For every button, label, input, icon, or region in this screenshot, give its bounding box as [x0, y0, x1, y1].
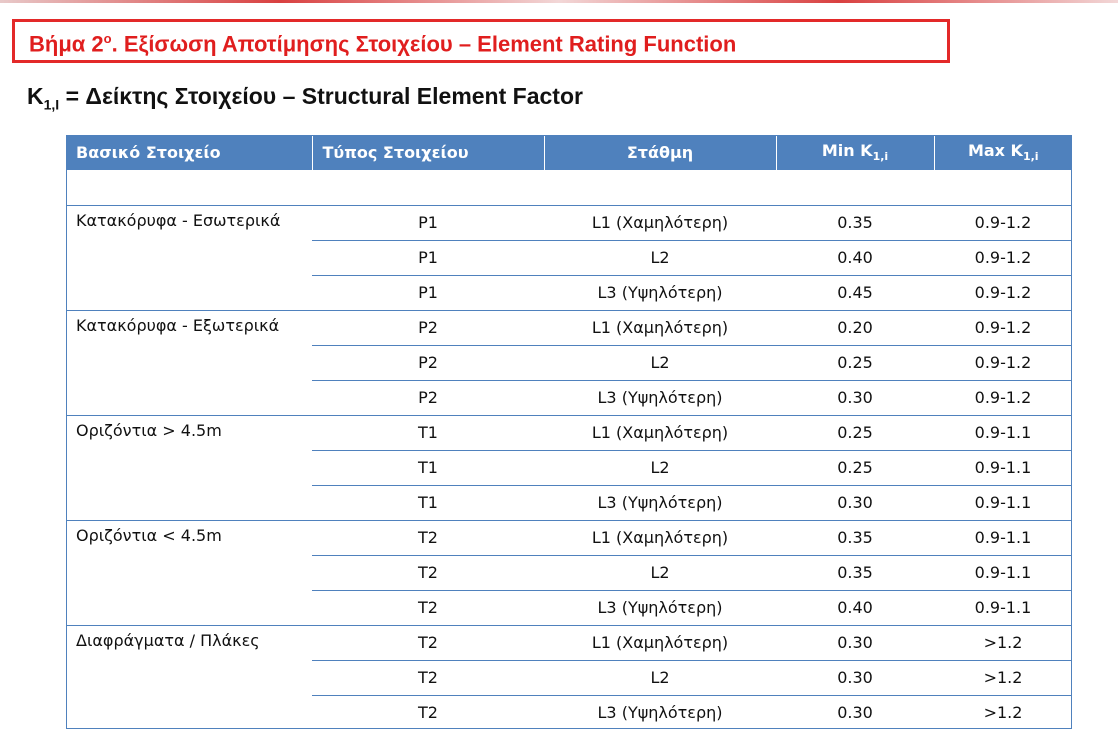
group-label: Οριζόντια > 4.5m — [66, 414, 312, 520]
type-cell: T1 — [312, 449, 544, 485]
level-cell: L2 — [544, 659, 776, 695]
type-cell: P2 — [312, 379, 544, 415]
min-k-cell: 0.25 — [776, 449, 934, 485]
column-header-min: Min K1,i — [776, 135, 935, 170]
group-label: Κατακόρυφα - Εσωτερικά — [66, 204, 312, 310]
level-cell: L2 — [544, 344, 776, 380]
table-row: T1 L3 (Υψηλότερη) 0.30 0.9-1.1 — [66, 484, 1072, 520]
max-k-cell: 0.9-1.2 — [934, 204, 1072, 240]
table-row: Κατακόρυφα - Εξωτερικά P2 L1 (Χαμηλότερη) 0… — [66, 309, 1072, 415]
type-cell: T2 — [312, 624, 544, 660]
max-k-cell: >1.2 — [934, 659, 1072, 695]
type-cell: P1 — [312, 239, 544, 275]
type-cell: T1 — [312, 414, 544, 450]
top-decorative-strip — [0, 0, 1118, 3]
max-k-cell: 0.9-1.2 — [934, 344, 1072, 380]
table-row: P1 L3 (Υψηλότερη) 0.45 0.9-1.2 — [66, 274, 1072, 310]
type-cell: P1 — [312, 204, 544, 240]
min-k-cell: 0.30 — [776, 694, 934, 730]
level-cell: L3 (Υψηλότερη) — [544, 484, 776, 520]
type-cell: P2 — [312, 344, 544, 380]
type-cell: T2 — [312, 694, 544, 730]
column-header-level: Στάθμη — [544, 135, 777, 170]
min-k-cell: 0.20 — [776, 309, 934, 345]
min-k-cell: 0.45 — [776, 274, 934, 310]
table-row: T2 L2 0.35 0.9-1.1 — [66, 554, 1072, 590]
level-cell: L3 (Υψηλότερη) — [544, 694, 776, 730]
max-k-cell: >1.2 — [934, 694, 1072, 730]
column-header-type: Τύπος Στοιχείου — [312, 135, 545, 170]
step-title-box: Βήμα 2ο. Εξίσωση Αποτίμησης Στοιχείου – … — [12, 19, 950, 63]
table-row: Οριζόντια < 4.5m T2 L1 (Χαμηλότερη) 0.35 0.9… — [66, 519, 1072, 625]
table-row: T2 L2 0.30 >1.2 — [66, 659, 1072, 695]
min-k-cell: 0.30 — [776, 659, 934, 695]
group-label: Κατακόρυφα - Εξωτερικά — [66, 309, 312, 415]
min-k-cell: 0.40 — [776, 589, 934, 625]
level-cell: L1 (Χαμηλότερη) — [544, 624, 776, 660]
type-cell: T1 — [312, 484, 544, 520]
max-k-cell: 0.9-1.1 — [934, 589, 1072, 625]
level-cell: L1 (Χαμηλότερη) — [544, 309, 776, 345]
table-row: T2 L3 (Υψηλότερη) 0.40 0.9-1.1 — [66, 589, 1072, 625]
table-header-row: Βασικό Στοιχείο Τύπος Στοιχείου Στάθμη M… — [66, 135, 1072, 170]
type-cell: T2 — [312, 554, 544, 590]
column-header-max: Max K1,i — [934, 135, 1072, 170]
group-label: Διαφράγματα / Πλάκες — [66, 624, 312, 730]
min-k-cell: 0.35 — [776, 204, 934, 240]
type-cell: P1 — [312, 274, 544, 310]
max-k-cell: 0.9-1.1 — [934, 519, 1072, 555]
level-cell: L2 — [544, 554, 776, 590]
table-row: Οριζόντια > 4.5m T1 L1 (Χαμηλότερη) 0.25 0.9… — [66, 414, 1072, 520]
level-cell: L3 (Υψηλότερη) — [544, 379, 776, 415]
min-k-cell: 0.30 — [776, 624, 934, 660]
level-cell: L2 — [544, 449, 776, 485]
element-factor-table: Βασικό Στοιχείο Τύπος Στοιχείου Στάθμη M… — [66, 135, 1072, 730]
empty-spacer-row — [66, 170, 1072, 205]
group-label: Οριζόντια < 4.5m — [66, 519, 312, 625]
min-k-cell: 0.25 — [776, 414, 934, 450]
max-k-cell: 0.9-1.1 — [934, 484, 1072, 520]
type-cell: T2 — [312, 519, 544, 555]
max-k-cell: 0.9-1.1 — [934, 414, 1072, 450]
level-cell: L1 (Χαμηλότερη) — [544, 204, 776, 240]
max-k-cell: 0.9-1.2 — [934, 309, 1072, 345]
level-cell: L3 (Υψηλότερη) — [544, 589, 776, 625]
type-cell: T2 — [312, 589, 544, 625]
level-cell: L1 (Χαμηλότερη) — [544, 414, 776, 450]
table-row: P1 L2 0.40 0.9-1.2 — [66, 239, 1072, 275]
max-k-cell: 0.9-1.2 — [934, 239, 1072, 275]
min-k-cell: 0.40 — [776, 239, 934, 275]
min-k-cell: 0.35 — [776, 554, 934, 590]
level-cell: L2 — [544, 239, 776, 275]
table-row: T1 L2 0.25 0.9-1.1 — [66, 449, 1072, 485]
column-header-element: Βασικό Στοιχείο — [66, 135, 313, 170]
factor-title: K1,I = Δείκτης Στοιχείου – Structural El… — [27, 83, 583, 113]
table-row: P2 L2 0.25 0.9-1.2 — [66, 344, 1072, 380]
level-cell: L1 (Χαμηλότερη) — [544, 519, 776, 555]
max-k-cell: 0.9-1.1 — [934, 554, 1072, 590]
max-k-cell: 0.9-1.2 — [934, 274, 1072, 310]
max-k-cell: >1.2 — [934, 624, 1072, 660]
table-row: P2 L3 (Υψηλότερη) 0.30 0.9-1.2 — [66, 379, 1072, 415]
min-k-cell: 0.25 — [776, 344, 934, 380]
table-row: Κατακόρυφα - Εσωτερικά P1 L1 (Χαμηλότερη) 0… — [66, 204, 1072, 310]
min-k-cell: 0.30 — [776, 379, 934, 415]
type-cell: T2 — [312, 659, 544, 695]
table-row: T2 L3 (Υψηλότερη) 0.30 >1.2 — [66, 694, 1072, 730]
level-cell: L3 (Υψηλότερη) — [544, 274, 776, 310]
step-title: Βήμα 2ο. Εξίσωση Αποτίμησης Στοιχείου – … — [29, 31, 737, 57]
max-k-cell: 0.9-1.2 — [934, 379, 1072, 415]
type-cell: P2 — [312, 309, 544, 345]
table-row: Διαφράγματα / Πλάκες T2 L1 (Χαμηλότερη) 0.3… — [66, 624, 1072, 730]
min-k-cell: 0.35 — [776, 519, 934, 555]
min-k-cell: 0.30 — [776, 484, 934, 520]
max-k-cell: 0.9-1.1 — [934, 449, 1072, 485]
